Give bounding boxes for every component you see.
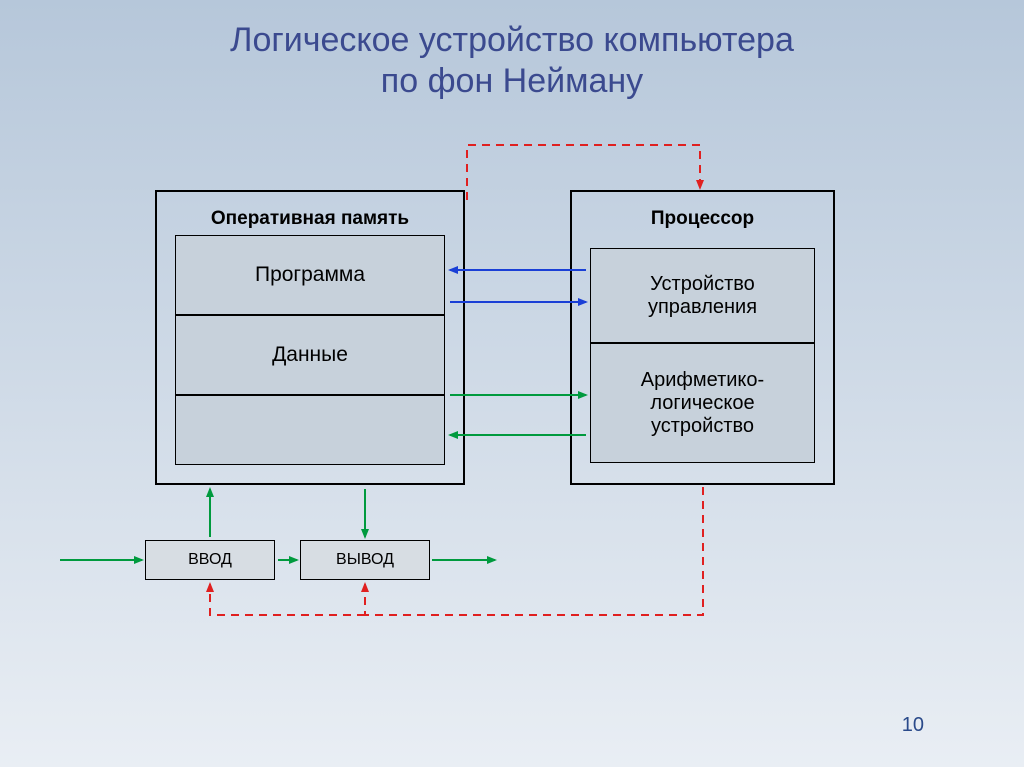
alu-label: Арифметико- логическое устройство bbox=[641, 369, 764, 438]
data-box: Данные bbox=[175, 315, 445, 395]
arrow-d3 bbox=[210, 584, 365, 615]
arrows-layer bbox=[0, 0, 1024, 767]
alu-line3: устройство bbox=[641, 415, 764, 438]
page-number: 10 bbox=[902, 714, 924, 737]
control-unit-label: Устройство управления bbox=[648, 273, 757, 319]
slide-title: Логическое устройство компьютера по фон … bbox=[0, 20, 1024, 102]
output-label: ВЫВОД bbox=[336, 551, 394, 569]
cpu-label: Процессор bbox=[651, 200, 754, 230]
cu-line2: управления bbox=[648, 296, 757, 319]
alu-line1: Арифметико- bbox=[641, 369, 764, 392]
data-label: Данные bbox=[272, 343, 348, 367]
title-line1: Логическое устройство компьютера bbox=[0, 20, 1024, 61]
data-blank-box bbox=[175, 395, 445, 465]
input-box: ВВОД bbox=[145, 540, 275, 580]
alu-box: Арифметико- логическое устройство bbox=[590, 343, 815, 463]
slide: Логическое устройство компьютера по фон … bbox=[0, 0, 1024, 767]
program-box: Программа bbox=[175, 235, 445, 315]
output-box: ВЫВОД bbox=[300, 540, 430, 580]
input-label: ВВОД bbox=[188, 551, 232, 569]
memory-label: Оперативная память bbox=[211, 200, 409, 230]
control-unit-box: Устройство управления bbox=[590, 248, 815, 343]
cu-line1: Устройство bbox=[648, 273, 757, 296]
title-line2: по фон Нейману bbox=[0, 61, 1024, 102]
program-label: Программа bbox=[255, 263, 365, 287]
alu-line2: логическое bbox=[641, 392, 764, 415]
